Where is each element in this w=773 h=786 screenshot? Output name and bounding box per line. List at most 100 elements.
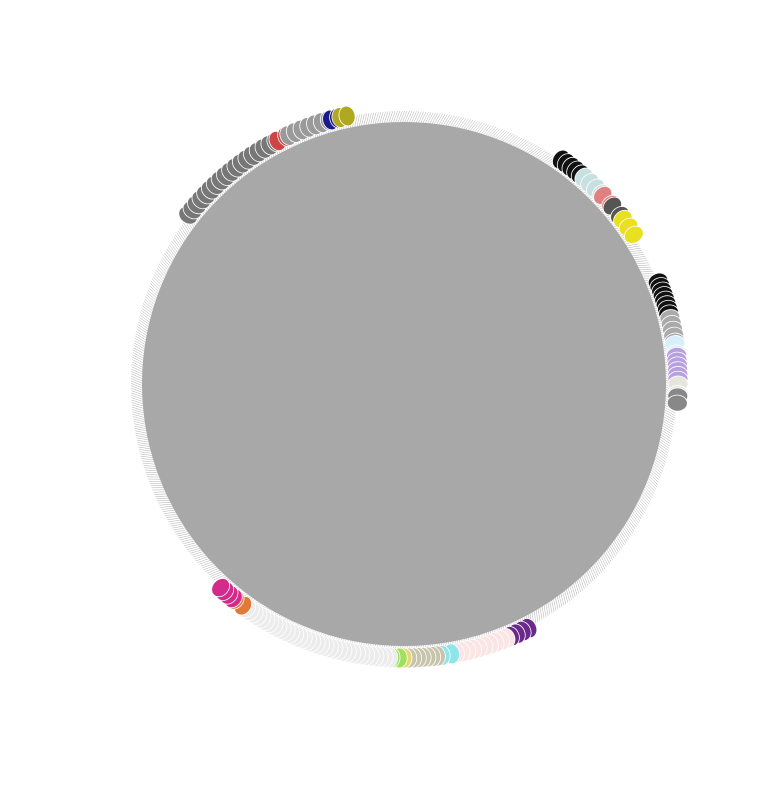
edge-line (517, 140, 529, 151)
edge-line (160, 505, 175, 508)
edge-line (662, 413, 675, 421)
edge-line (181, 538, 196, 543)
edge-line (160, 259, 171, 271)
edge-line (541, 604, 545, 619)
edge-line (131, 366, 145, 373)
edge-line (490, 128, 501, 140)
edge-line (136, 331, 149, 340)
edge-line (615, 534, 624, 548)
edge-line (137, 442, 152, 445)
edge-line (378, 111, 384, 126)
edge-line (631, 256, 646, 259)
edge-line (621, 525, 631, 538)
edge-line (151, 278, 163, 289)
edge-line (198, 559, 213, 565)
edge-line (629, 252, 644, 255)
edge-line (608, 543, 616, 557)
edge-line (466, 120, 476, 132)
edge-line (365, 113, 370, 127)
edge-line (543, 603, 547, 618)
edge-line (138, 321, 150, 331)
edge-line (494, 130, 505, 141)
edge-line (625, 245, 640, 249)
edge-line (643, 485, 654, 496)
node-cluster-right-black-2 (647, 272, 679, 322)
edge-line (177, 532, 192, 537)
edge-line (150, 283, 161, 294)
edge-line (163, 511, 178, 514)
edge-line (142, 462, 157, 465)
edge-line (156, 267, 167, 279)
edge-line (560, 591, 565, 606)
edge-line (145, 296, 157, 307)
edge-line (172, 238, 182, 251)
edge-line (660, 424, 673, 433)
edge-line (626, 517, 636, 530)
edge-line (142, 460, 157, 463)
edge-line (162, 509, 177, 512)
edge-line (166, 515, 181, 519)
edge-line (501, 132, 512, 144)
edge-line (149, 285, 160, 296)
edge-line (521, 143, 533, 153)
edge-line (131, 361, 145, 369)
edge-line (133, 347, 146, 355)
edge-line (141, 307, 154, 317)
edge-line (139, 451, 154, 454)
edge-line (556, 594, 561, 609)
edge-line (170, 242, 180, 255)
edge-line (130, 378, 145, 385)
edge-line (203, 564, 218, 570)
edge-line (625, 519, 635, 532)
edge-line (650, 466, 662, 476)
edge-line (143, 465, 158, 467)
edge-line (387, 111, 394, 125)
edge-line (146, 292, 158, 302)
edge-line (200, 561, 214, 567)
edge-line (131, 364, 145, 371)
edge-line (654, 451, 667, 461)
edge-line (130, 383, 145, 389)
edge-line (651, 461, 663, 472)
edge-line (168, 519, 183, 523)
edge-line (421, 111, 429, 125)
edge-line (133, 345, 147, 353)
edge-line (433, 113, 441, 126)
edge-line (182, 540, 197, 545)
edge-line (134, 430, 149, 434)
edge-line (360, 113, 365, 128)
edge-line (577, 577, 583, 591)
edge-line (157, 499, 172, 502)
edge-line (604, 549, 612, 562)
edge-line (406, 111, 413, 125)
edge-line (628, 513, 638, 526)
edge-line (462, 119, 471, 131)
edge-line (572, 581, 578, 596)
node-cluster-right-gray-2 (666, 387, 689, 412)
edge-line (143, 301, 155, 311)
edge-line (644, 483, 655, 494)
edge-line (479, 124, 490, 136)
edge-line (210, 570, 224, 577)
edge-line (140, 453, 155, 456)
edge-line (473, 122, 483, 134)
edge-line (133, 421, 148, 425)
edge-line (448, 116, 457, 129)
edge-line (499, 131, 510, 143)
edge-line (131, 397, 145, 403)
edge-line (145, 471, 160, 474)
edge-line (634, 503, 644, 516)
edge-line (567, 585, 572, 600)
edge-line (635, 264, 650, 267)
edge-line (618, 531, 627, 544)
edge-line (644, 481, 656, 492)
network-node (338, 105, 356, 127)
edge-line (446, 115, 455, 128)
node-cluster-top-olive (331, 105, 356, 128)
edge-line (139, 317, 151, 326)
edge-line (167, 246, 177, 259)
network-node (211, 578, 231, 598)
edge-line (401, 110, 408, 125)
node-cluster-bottom-light-gray (237, 598, 399, 669)
edge-line (605, 547, 613, 561)
